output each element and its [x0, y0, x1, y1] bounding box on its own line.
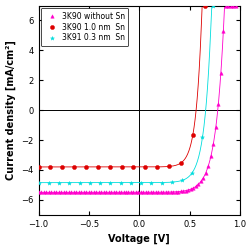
- 3K91 0.3 nm  Sn: [170, 181, 173, 184]
- 3K91 0.3 nm  Sn: [129, 181, 132, 184]
- 3K91 0.3 nm  Sn: [201, 136, 204, 139]
- 3K90 1.0 nm  Sn: [49, 166, 52, 168]
- Legend: 3K90 without Sn, 3K90 1.0 nm  Sn, 3K91 0.3 nm  Sn: 3K90 without Sn, 3K90 1.0 nm Sn, 3K91 0.…: [41, 8, 129, 46]
- 3K90 without Sn: [172, 190, 175, 194]
- 3K90 1.0 nm  Sn: [84, 166, 87, 168]
- 3K91 0.3 nm  Sn: [68, 181, 71, 184]
- 3K91 0.3 nm  Sn: [88, 181, 91, 184]
- 3K91 0.3 nm  Sn: [58, 181, 61, 184]
- 3K91 0.3 nm  Sn: [78, 181, 81, 184]
- 3K90 1.0 nm  Sn: [179, 162, 182, 164]
- 3K91 0.3 nm  Sn: [99, 181, 102, 184]
- 3K91 0.3 nm  Sn: [180, 179, 183, 182]
- 3K90 without Sn: [224, 4, 227, 7]
- 3K91 0.3 nm  Sn: [109, 181, 112, 184]
- 3K90 without Sn: [37, 191, 40, 194]
- 3K91 0.3 nm  Sn: [37, 181, 40, 184]
- Line: 3K90 1.0 nm  Sn: 3K90 1.0 nm Sn: [37, 4, 207, 169]
- Line: 3K91 0.3 nm  Sn: 3K91 0.3 nm Sn: [37, 4, 215, 185]
- 3K90 without Sn: [212, 142, 215, 145]
- 3K91 0.3 nm  Sn: [47, 181, 50, 184]
- 3K90 1.0 nm  Sn: [73, 166, 76, 168]
- 3K90 without Sn: [124, 191, 128, 194]
- 3K90 1.0 nm  Sn: [168, 165, 171, 168]
- 3K91 0.3 nm  Sn: [211, 4, 214, 7]
- Y-axis label: Current density [mA/cm²]: Current density [mA/cm²]: [6, 40, 16, 180]
- 3K90 without Sn: [154, 191, 158, 194]
- 3K90 1.0 nm  Sn: [108, 166, 111, 168]
- 3K90 1.0 nm  Sn: [120, 166, 123, 168]
- 3K90 without Sn: [165, 191, 168, 194]
- 3K90 1.0 nm  Sn: [61, 166, 64, 168]
- 3K91 0.3 nm  Sn: [150, 181, 153, 184]
- 3K91 0.3 nm  Sn: [140, 181, 143, 184]
- 3K90 1.0 nm  Sn: [37, 166, 40, 168]
- 3K91 0.3 nm  Sn: [119, 181, 122, 184]
- 3K90 without Sn: [234, 4, 237, 7]
- 3K90 1.0 nm  Sn: [132, 166, 135, 168]
- 3K91 0.3 nm  Sn: [160, 181, 163, 184]
- 3K90 1.0 nm  Sn: [144, 166, 147, 168]
- 3K91 0.3 nm  Sn: [191, 171, 194, 174]
- 3K90 1.0 nm  Sn: [156, 166, 159, 168]
- Line: 3K90 without Sn: 3K90 without Sn: [37, 4, 238, 194]
- 3K90 without Sn: [157, 191, 160, 194]
- X-axis label: Voltage [V]: Voltage [V]: [108, 234, 170, 244]
- 3K90 1.0 nm  Sn: [191, 134, 194, 136]
- 3K90 1.0 nm  Sn: [97, 166, 100, 168]
- 3K90 1.0 nm  Sn: [203, 4, 206, 7]
